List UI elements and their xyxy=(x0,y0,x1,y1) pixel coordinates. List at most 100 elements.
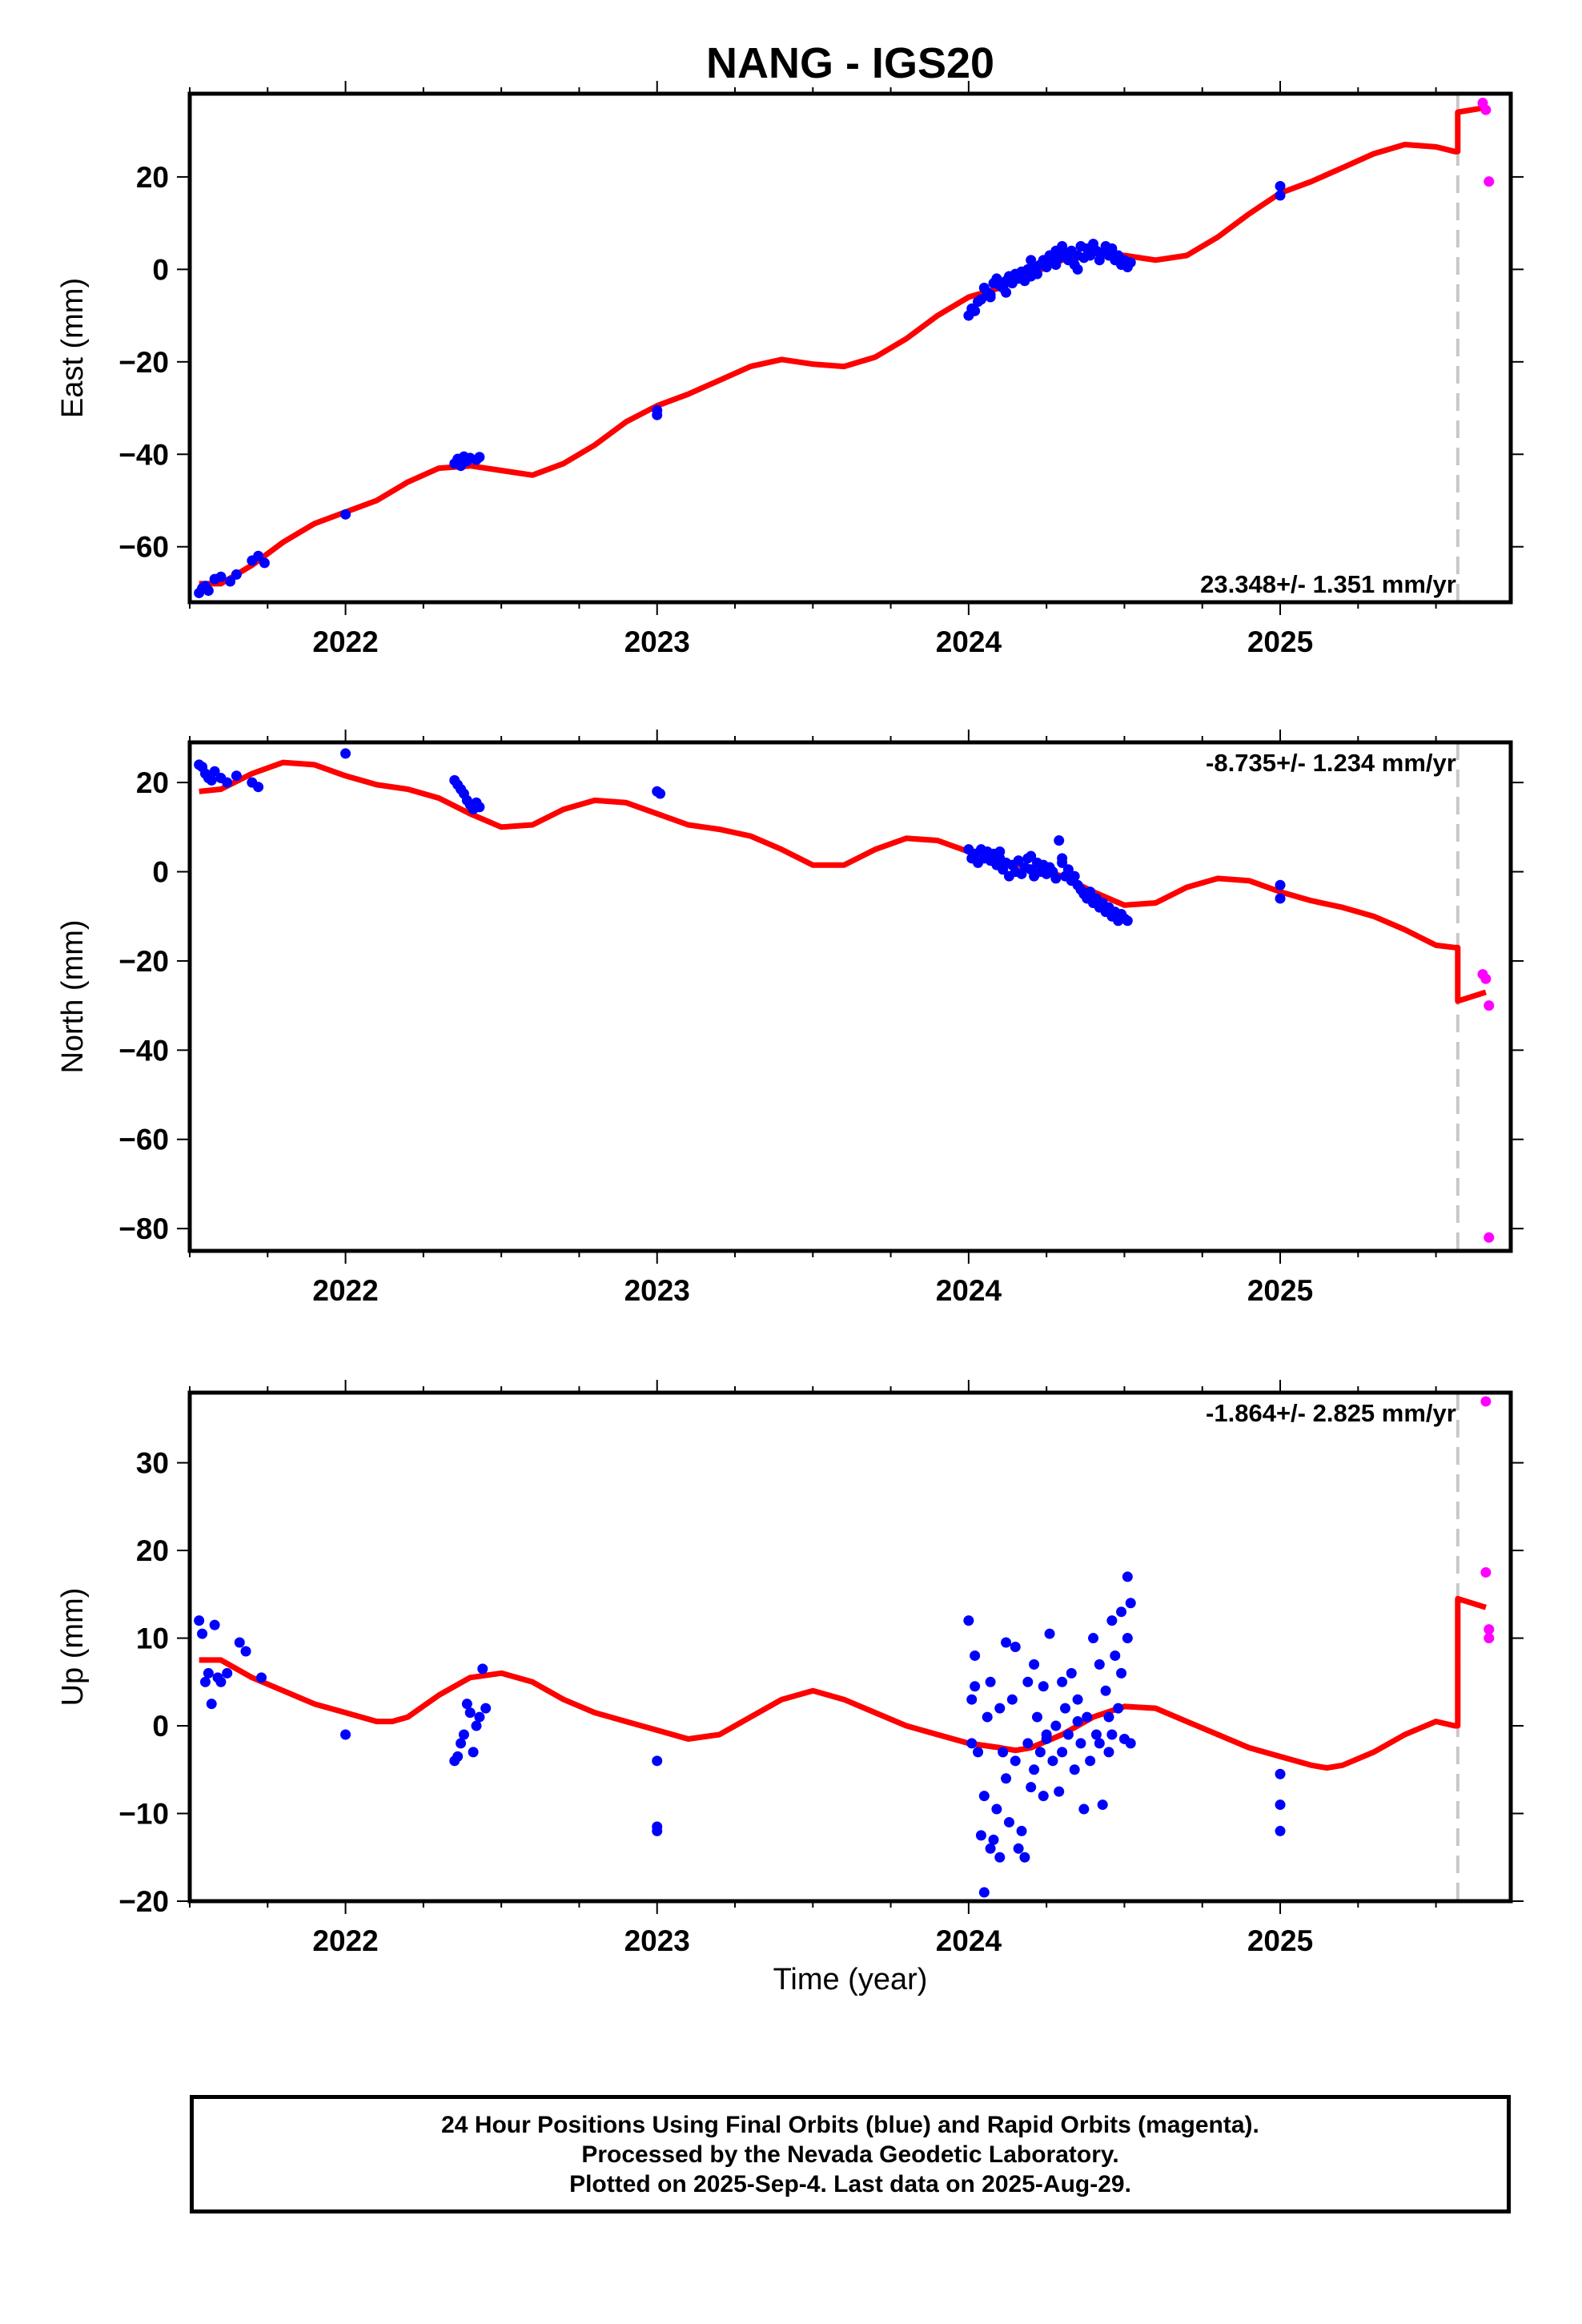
final-orbit-point xyxy=(1003,1816,1014,1827)
final-orbit-point xyxy=(994,846,1006,857)
rapid-orbit-point xyxy=(1484,1232,1495,1243)
final-orbit-point xyxy=(456,1738,467,1749)
final-orbit-point xyxy=(1010,1755,1021,1767)
final-orbit-point xyxy=(1069,1764,1080,1775)
final-orbit-point xyxy=(206,774,217,786)
final-orbit-point xyxy=(474,1711,485,1723)
x-tick-label: 2022 xyxy=(312,1924,378,1957)
final-orbit-point xyxy=(1022,1676,1034,1687)
final-orbit-point xyxy=(1094,1659,1105,1670)
rapid-orbit-point xyxy=(1480,104,1492,115)
final-orbit-point xyxy=(199,1676,211,1687)
final-orbit-point xyxy=(998,1747,1009,1758)
y-tick-label: 0 xyxy=(152,856,169,889)
final-orbit-point xyxy=(1031,268,1042,279)
final-orbit-point xyxy=(1060,1703,1071,1714)
rapid-orbit-point xyxy=(1484,1624,1495,1635)
x-tick-label: 2023 xyxy=(624,1924,690,1957)
final-orbit-point xyxy=(1103,1747,1114,1758)
final-orbit-point xyxy=(994,1703,1006,1714)
final-orbit-point xyxy=(1069,870,1080,882)
final-orbit-point xyxy=(1122,915,1133,927)
final-orbit-point xyxy=(1066,1667,1077,1679)
final-orbit-point xyxy=(1013,855,1024,866)
final-orbit-point xyxy=(1082,1711,1093,1723)
final-orbit-point xyxy=(194,1615,205,1626)
y-tick-label: −40 xyxy=(118,438,169,471)
final-orbit-point xyxy=(1001,1773,1012,1784)
final-orbit-point xyxy=(259,557,270,569)
final-orbit-point xyxy=(464,1707,476,1719)
final-orbit-point xyxy=(1116,1606,1127,1618)
footer-line-2: Processed by the Nevada Geodetic Laborat… xyxy=(581,2141,1119,2168)
final-orbit-point xyxy=(963,1615,974,1626)
final-orbit-point xyxy=(1106,1729,1118,1740)
final-orbit-point xyxy=(215,571,227,582)
final-orbit-point xyxy=(203,585,214,597)
final-orbit-point xyxy=(1001,1637,1012,1648)
north-panel: 2022 2023 2024 2025 −80 −60 −40 −20 0 20 North (mm… xyxy=(56,730,1524,1307)
final-orbit-point xyxy=(982,1711,993,1723)
final-orbit-point xyxy=(1044,1628,1055,1639)
final-orbit-point xyxy=(652,409,663,420)
final-orbit-point xyxy=(1097,1799,1108,1811)
final-orbit-point xyxy=(985,1843,996,1854)
final-orbit-point xyxy=(991,1803,1002,1815)
final-orbit-point xyxy=(1275,1768,1286,1779)
y-tick-label: 20 xyxy=(136,161,169,194)
rapid-orbit-point xyxy=(1480,1566,1492,1578)
final-orbit-point xyxy=(985,292,996,303)
final-orbit-point xyxy=(215,1676,227,1687)
x-tick-label: 2024 xyxy=(936,625,1002,658)
final-orbit-point xyxy=(1085,887,1096,898)
final-orbit-point xyxy=(458,1729,469,1740)
final-orbit-point xyxy=(253,550,264,561)
final-orbit-point xyxy=(1034,1747,1046,1758)
final-orbit-point xyxy=(1275,879,1286,891)
final-orbit-point xyxy=(1275,1825,1286,1836)
x-tick-label: 2023 xyxy=(624,625,690,658)
final-orbit-point xyxy=(1050,873,1062,884)
y-tick-label: −60 xyxy=(118,531,169,564)
final-orbit-point xyxy=(985,1676,996,1687)
final-orbit-point xyxy=(1016,1825,1027,1836)
final-orbit-point xyxy=(231,770,242,782)
final-orbit-point xyxy=(994,1852,1006,1863)
final-orbit-point xyxy=(231,569,242,580)
final-orbit-point xyxy=(966,1694,978,1705)
up-panel: 2022 2023 2024 2025 −20 −10 0 10 20 30 Up (mm) -1.8… xyxy=(56,1380,1524,1957)
final-orbit-point xyxy=(1010,1642,1021,1652)
final-orbit-point xyxy=(652,1755,663,1767)
final-orbit-point xyxy=(1275,893,1286,904)
final-orbit-point xyxy=(209,1619,220,1630)
model-curve xyxy=(199,104,1487,587)
final-orbit-point xyxy=(1062,864,1074,875)
final-orbit-point xyxy=(1054,835,1065,846)
final-orbit-point xyxy=(203,1667,214,1679)
final-orbit-point xyxy=(197,1628,208,1639)
x-tick-label: 2023 xyxy=(624,1274,690,1307)
y-tick-label: −10 xyxy=(118,1798,169,1831)
final-orbit-point xyxy=(1041,1733,1052,1744)
final-orbit-point xyxy=(1094,1738,1105,1749)
final-orbit-point xyxy=(468,1747,479,1758)
final-orbit-point xyxy=(480,1703,492,1714)
final-orbit-point xyxy=(1054,1786,1065,1797)
final-orbit-point xyxy=(1026,255,1037,266)
plot-frame xyxy=(187,740,1513,1253)
final-orbit-point xyxy=(1106,243,1118,254)
final-orbit-point xyxy=(222,1667,233,1679)
final-orbit-point xyxy=(966,1738,978,1749)
final-orbit-point xyxy=(652,1825,663,1836)
final-orbit-point xyxy=(1072,1694,1083,1705)
final-orbit-point xyxy=(1057,1747,1068,1758)
final-orbit-point xyxy=(1110,1650,1121,1661)
final-orbit-point xyxy=(1026,1782,1037,1793)
footer-note: 24 Hour Positions Using Final Orbits (bl… xyxy=(190,2095,1511,2213)
final-orbit-point xyxy=(1075,1738,1086,1749)
y-tick-label: −80 xyxy=(118,1212,169,1245)
y-tick-label: −20 xyxy=(118,945,169,978)
rapid-orbit-point xyxy=(1484,176,1495,187)
final-orbit-point xyxy=(975,1830,986,1841)
